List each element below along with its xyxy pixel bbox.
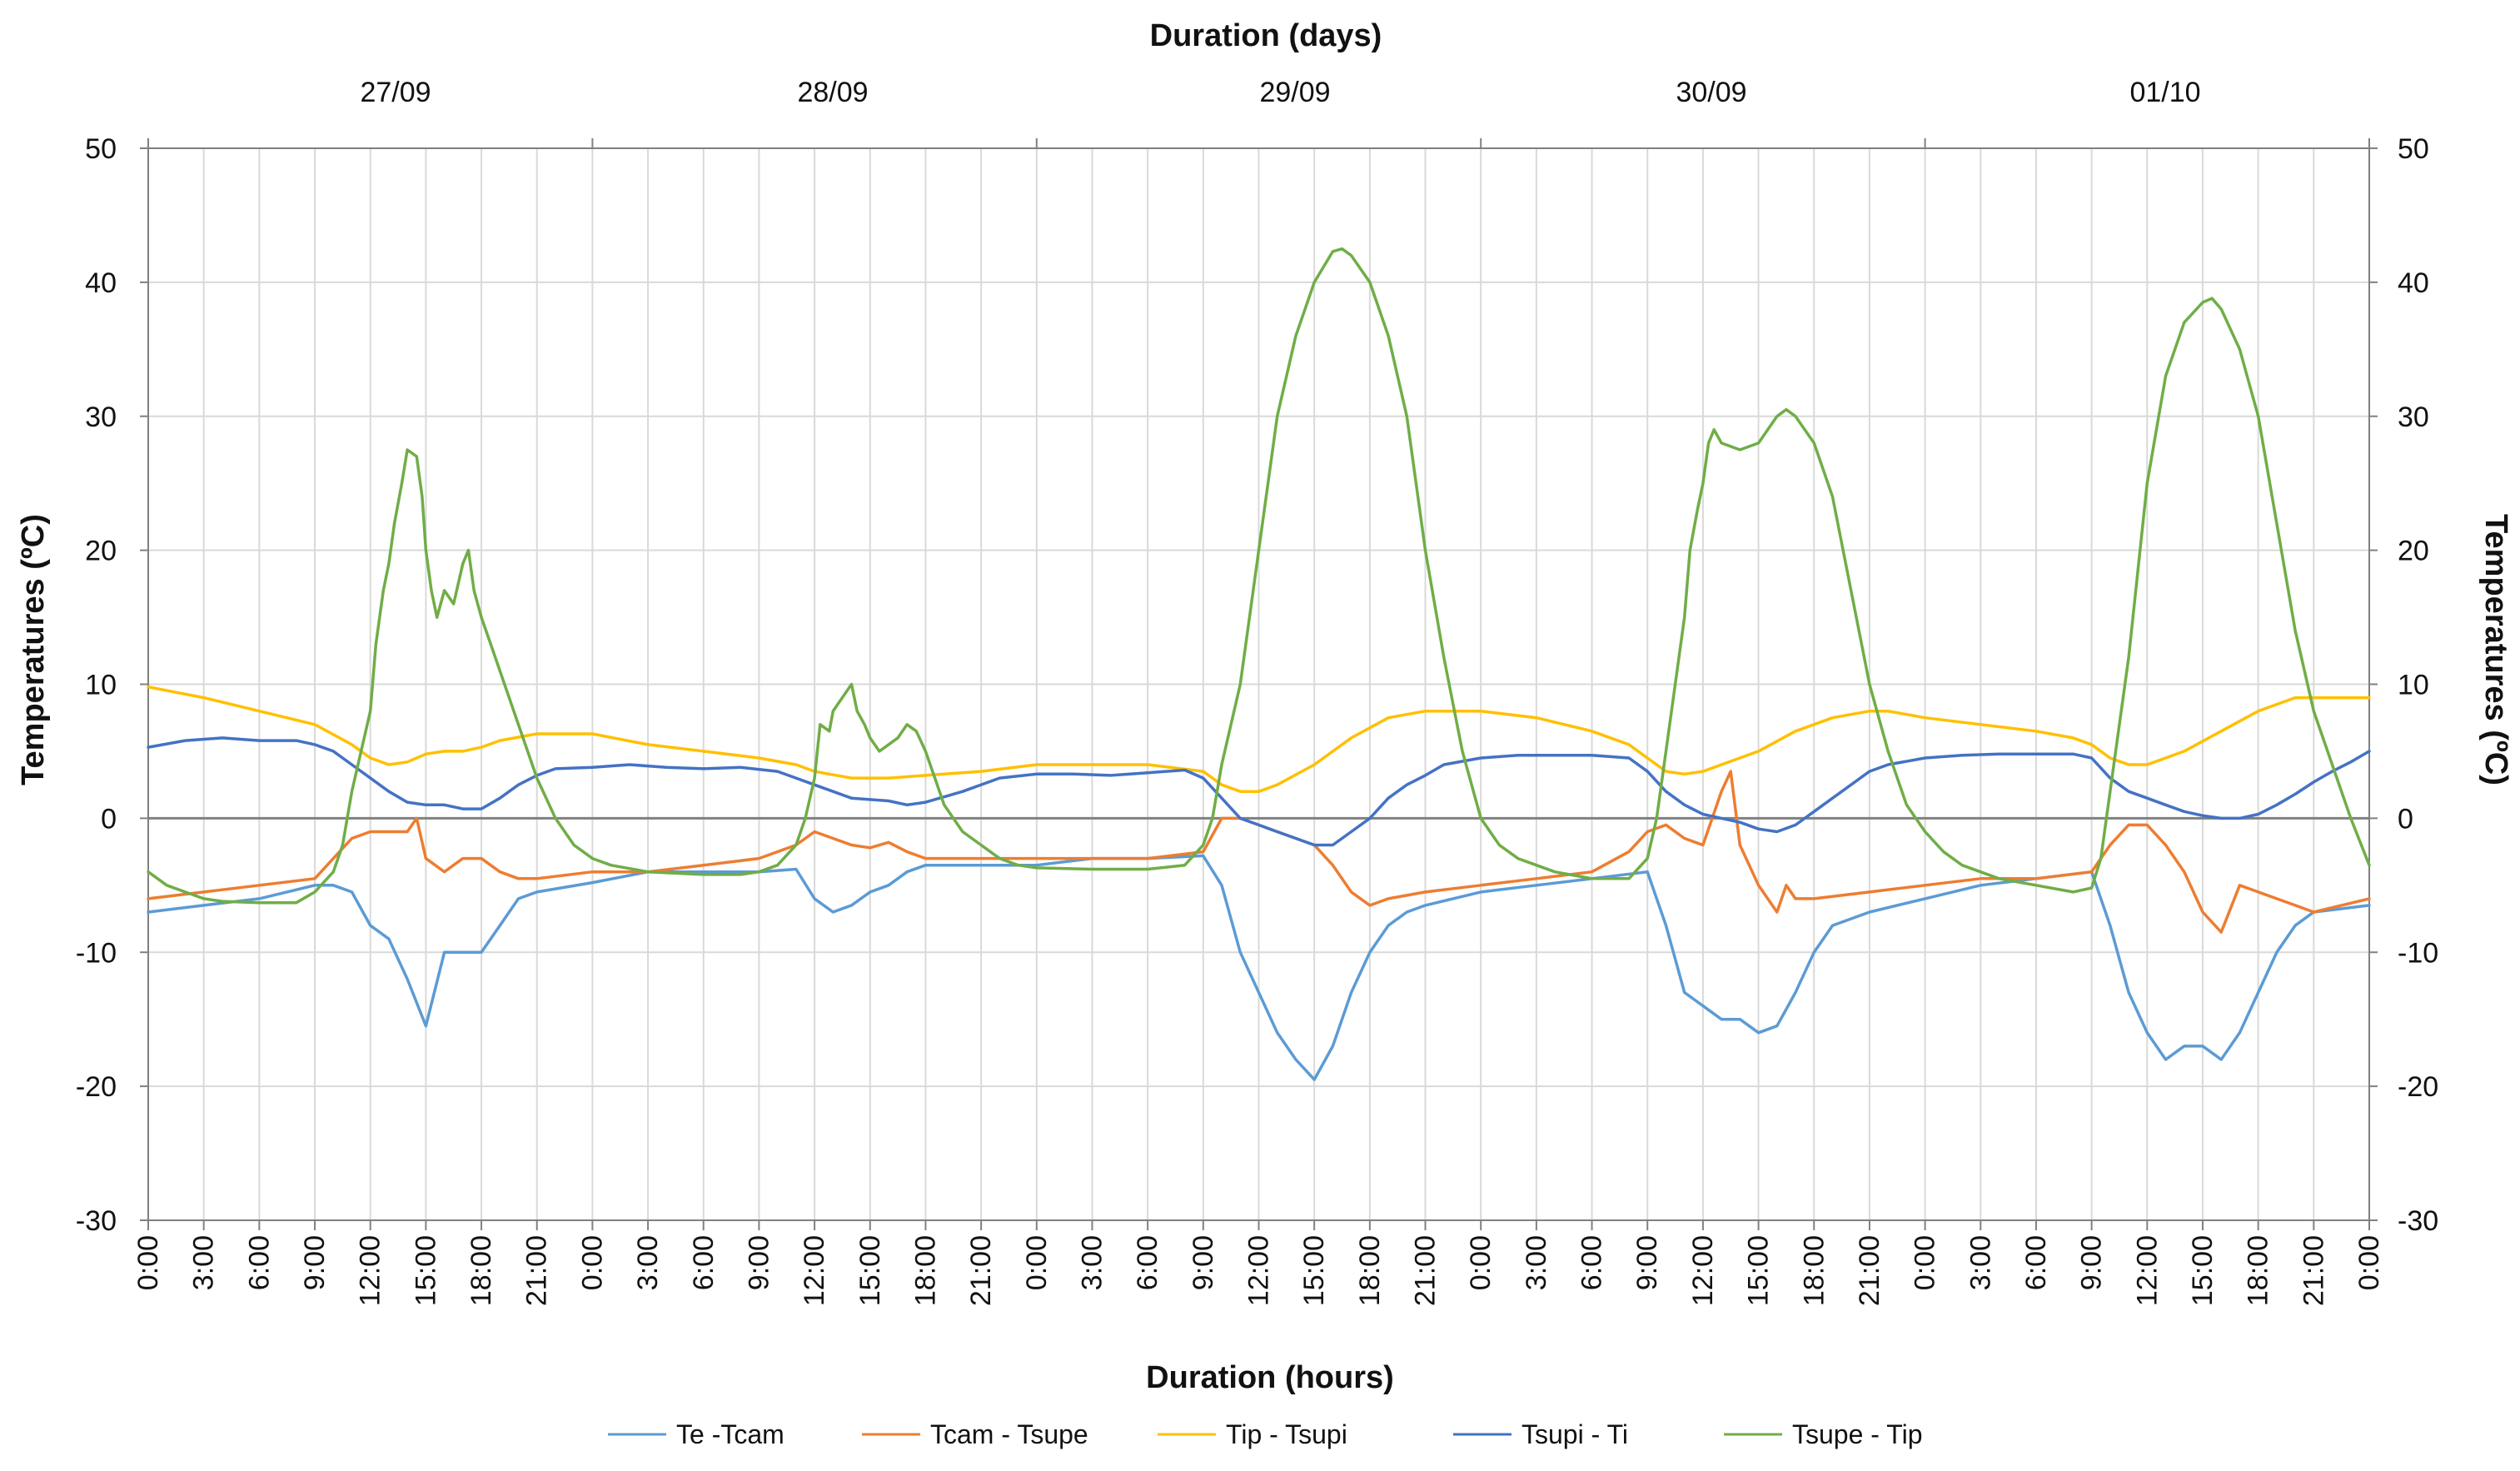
x-tick-label: 21:00 (521, 1235, 553, 1306)
y-tick-label: 50 (85, 133, 117, 165)
x-tick-label: 15:00 (1743, 1235, 1775, 1306)
x-tick-label: 21:00 (965, 1235, 997, 1306)
series-lines (147, 247, 2371, 1081)
gridlines (148, 147, 2369, 1221)
y-tick-label: -20 (76, 1071, 117, 1103)
x-tick-label: 21:00 (2298, 1235, 2329, 1306)
day-label: 01/10 (2129, 77, 2200, 108)
x-tick-label: 3:00 (632, 1235, 664, 1290)
legend: Te -Tcam Tcam - Tsupe Tip - Tsupi Tsupi … (608, 1419, 1923, 1449)
x-tick-label: 18:00 (466, 1235, 497, 1306)
x-tick-label: 3:00 (188, 1235, 220, 1290)
y-tick-label: 10 (2398, 670, 2429, 701)
legend-item: Tsupe - Tip (1724, 1419, 1923, 1449)
x-tick-label: 18:00 (1798, 1235, 1830, 1306)
x-tick-label: 21:00 (1410, 1235, 1442, 1306)
x-tick-label: 9:00 (2076, 1235, 2108, 1290)
y-tick-label: 40 (85, 267, 117, 299)
y-tick-label: 50 (2398, 133, 2429, 165)
legend-label: Te -Tcam (676, 1419, 784, 1449)
y-axis-left-title: Temperatures (ºC) (16, 514, 51, 785)
legend-item: Tcam - Tsupe (862, 1419, 1088, 1449)
x-axis-ticks: 0:00 3:00 6:00 9:00 12:00 15:00 18:00 21:00 0:00… (132, 1220, 2385, 1306)
x-tick-label: 9:00 (299, 1235, 331, 1290)
y-tick-label: 40 (2398, 267, 2429, 299)
x-tick-label: 12:00 (799, 1235, 830, 1306)
top-axis-title: Duration (days) (1150, 18, 1382, 53)
y-axis-right-title: Temperatures (ºC) (2478, 514, 2513, 785)
day-label: 29/09 (1259, 77, 1330, 108)
y-axis-left-ticks: -30 -20 -10 0 10 20 30 40 50 (76, 133, 148, 1237)
y-axis-right-ticks: -30 -20 -10 0 10 20 30 40 50 (2369, 133, 2438, 1237)
top-axis: Duration (days) 27/09 28/09 29/09 30/09 … (360, 18, 2200, 108)
x-tick-label: 3:00 (1076, 1235, 1108, 1290)
legend-item: Tsupi - Ti (1453, 1419, 1628, 1449)
x-tick-label: 6:00 (243, 1235, 275, 1290)
y-tick-label: 10 (85, 670, 117, 701)
x-tick-label: 21:00 (1854, 1235, 1885, 1306)
y-tick-label: 20 (85, 536, 117, 567)
x-tick-label: 0:00 (576, 1235, 608, 1290)
x-tick-label: 18:00 (1354, 1235, 1386, 1306)
y-tick-label: -10 (2398, 937, 2438, 969)
series-line-tip-tsupi (147, 685, 2371, 793)
series-line-tsupi-ti (147, 736, 2371, 847)
x-axis-title: Duration (hours) (1146, 1360, 1394, 1395)
y-tick-label: 20 (2398, 536, 2429, 567)
x-tick-label: 0:00 (1910, 1235, 1941, 1290)
x-tick-label: 3:00 (1965, 1235, 1996, 1290)
x-tick-label: 15:00 (2187, 1235, 2219, 1306)
x-tick-label: 6:00 (1576, 1235, 1608, 1290)
x-tick-label: 12:00 (1687, 1235, 1719, 1306)
day-label: 28/09 (797, 77, 868, 108)
x-tick-label: 12:00 (2131, 1235, 2163, 1306)
y-tick-label: 0 (101, 803, 117, 835)
y-tick-label: -10 (76, 937, 117, 969)
y-tick-label: -30 (2398, 1205, 2438, 1237)
y-tick-label: 30 (85, 401, 117, 433)
x-tick-label: 6:00 (688, 1235, 720, 1290)
legend-label: Tsupe - Tip (1792, 1419, 1923, 1449)
x-tick-label: 0:00 (132, 1235, 164, 1290)
x-tick-label: 15:00 (410, 1235, 441, 1306)
legend-label: Tcam - Tsupe (930, 1419, 1088, 1449)
x-tick-label: 3:00 (1521, 1235, 1552, 1290)
legend-label: Tsupi - Ti (1521, 1419, 1628, 1449)
x-tick-label: 6:00 (1132, 1235, 1163, 1290)
legend-item: Tip - Tsupi (1158, 1419, 1347, 1449)
y-tick-label: 0 (2398, 803, 2413, 835)
x-tick-label: 0:00 (2353, 1235, 2385, 1290)
day-label: 27/09 (360, 77, 431, 108)
x-tick-label: 12:00 (1243, 1235, 1275, 1306)
x-tick-label: 15:00 (1298, 1235, 1330, 1306)
x-tick-label: 0:00 (1021, 1235, 1053, 1290)
x-tick-label: 9:00 (1631, 1235, 1663, 1290)
x-tick-label: 15:00 (854, 1235, 886, 1306)
x-tick-label: 18:00 (909, 1235, 941, 1306)
x-tick-label: 18:00 (2243, 1235, 2274, 1306)
y-tick-label: -30 (76, 1205, 117, 1237)
series-line-tsupe-tip (147, 247, 2371, 905)
x-tick-label: 12:00 (355, 1235, 386, 1306)
series-line-te-tcam (147, 854, 2371, 1081)
y-tick-label: 30 (2398, 401, 2429, 433)
x-tick-label: 9:00 (743, 1235, 774, 1290)
x-tick-label: 0:00 (1465, 1235, 1497, 1290)
x-tick-label: 9:00 (1188, 1235, 1219, 1290)
legend-item: Te -Tcam (608, 1419, 784, 1449)
x-tick-label: 6:00 (2020, 1235, 2052, 1290)
day-label: 30/09 (1676, 77, 1746, 108)
y-tick-label: -20 (2398, 1071, 2438, 1103)
legend-label: Tip - Tsupi (1226, 1419, 1347, 1449)
